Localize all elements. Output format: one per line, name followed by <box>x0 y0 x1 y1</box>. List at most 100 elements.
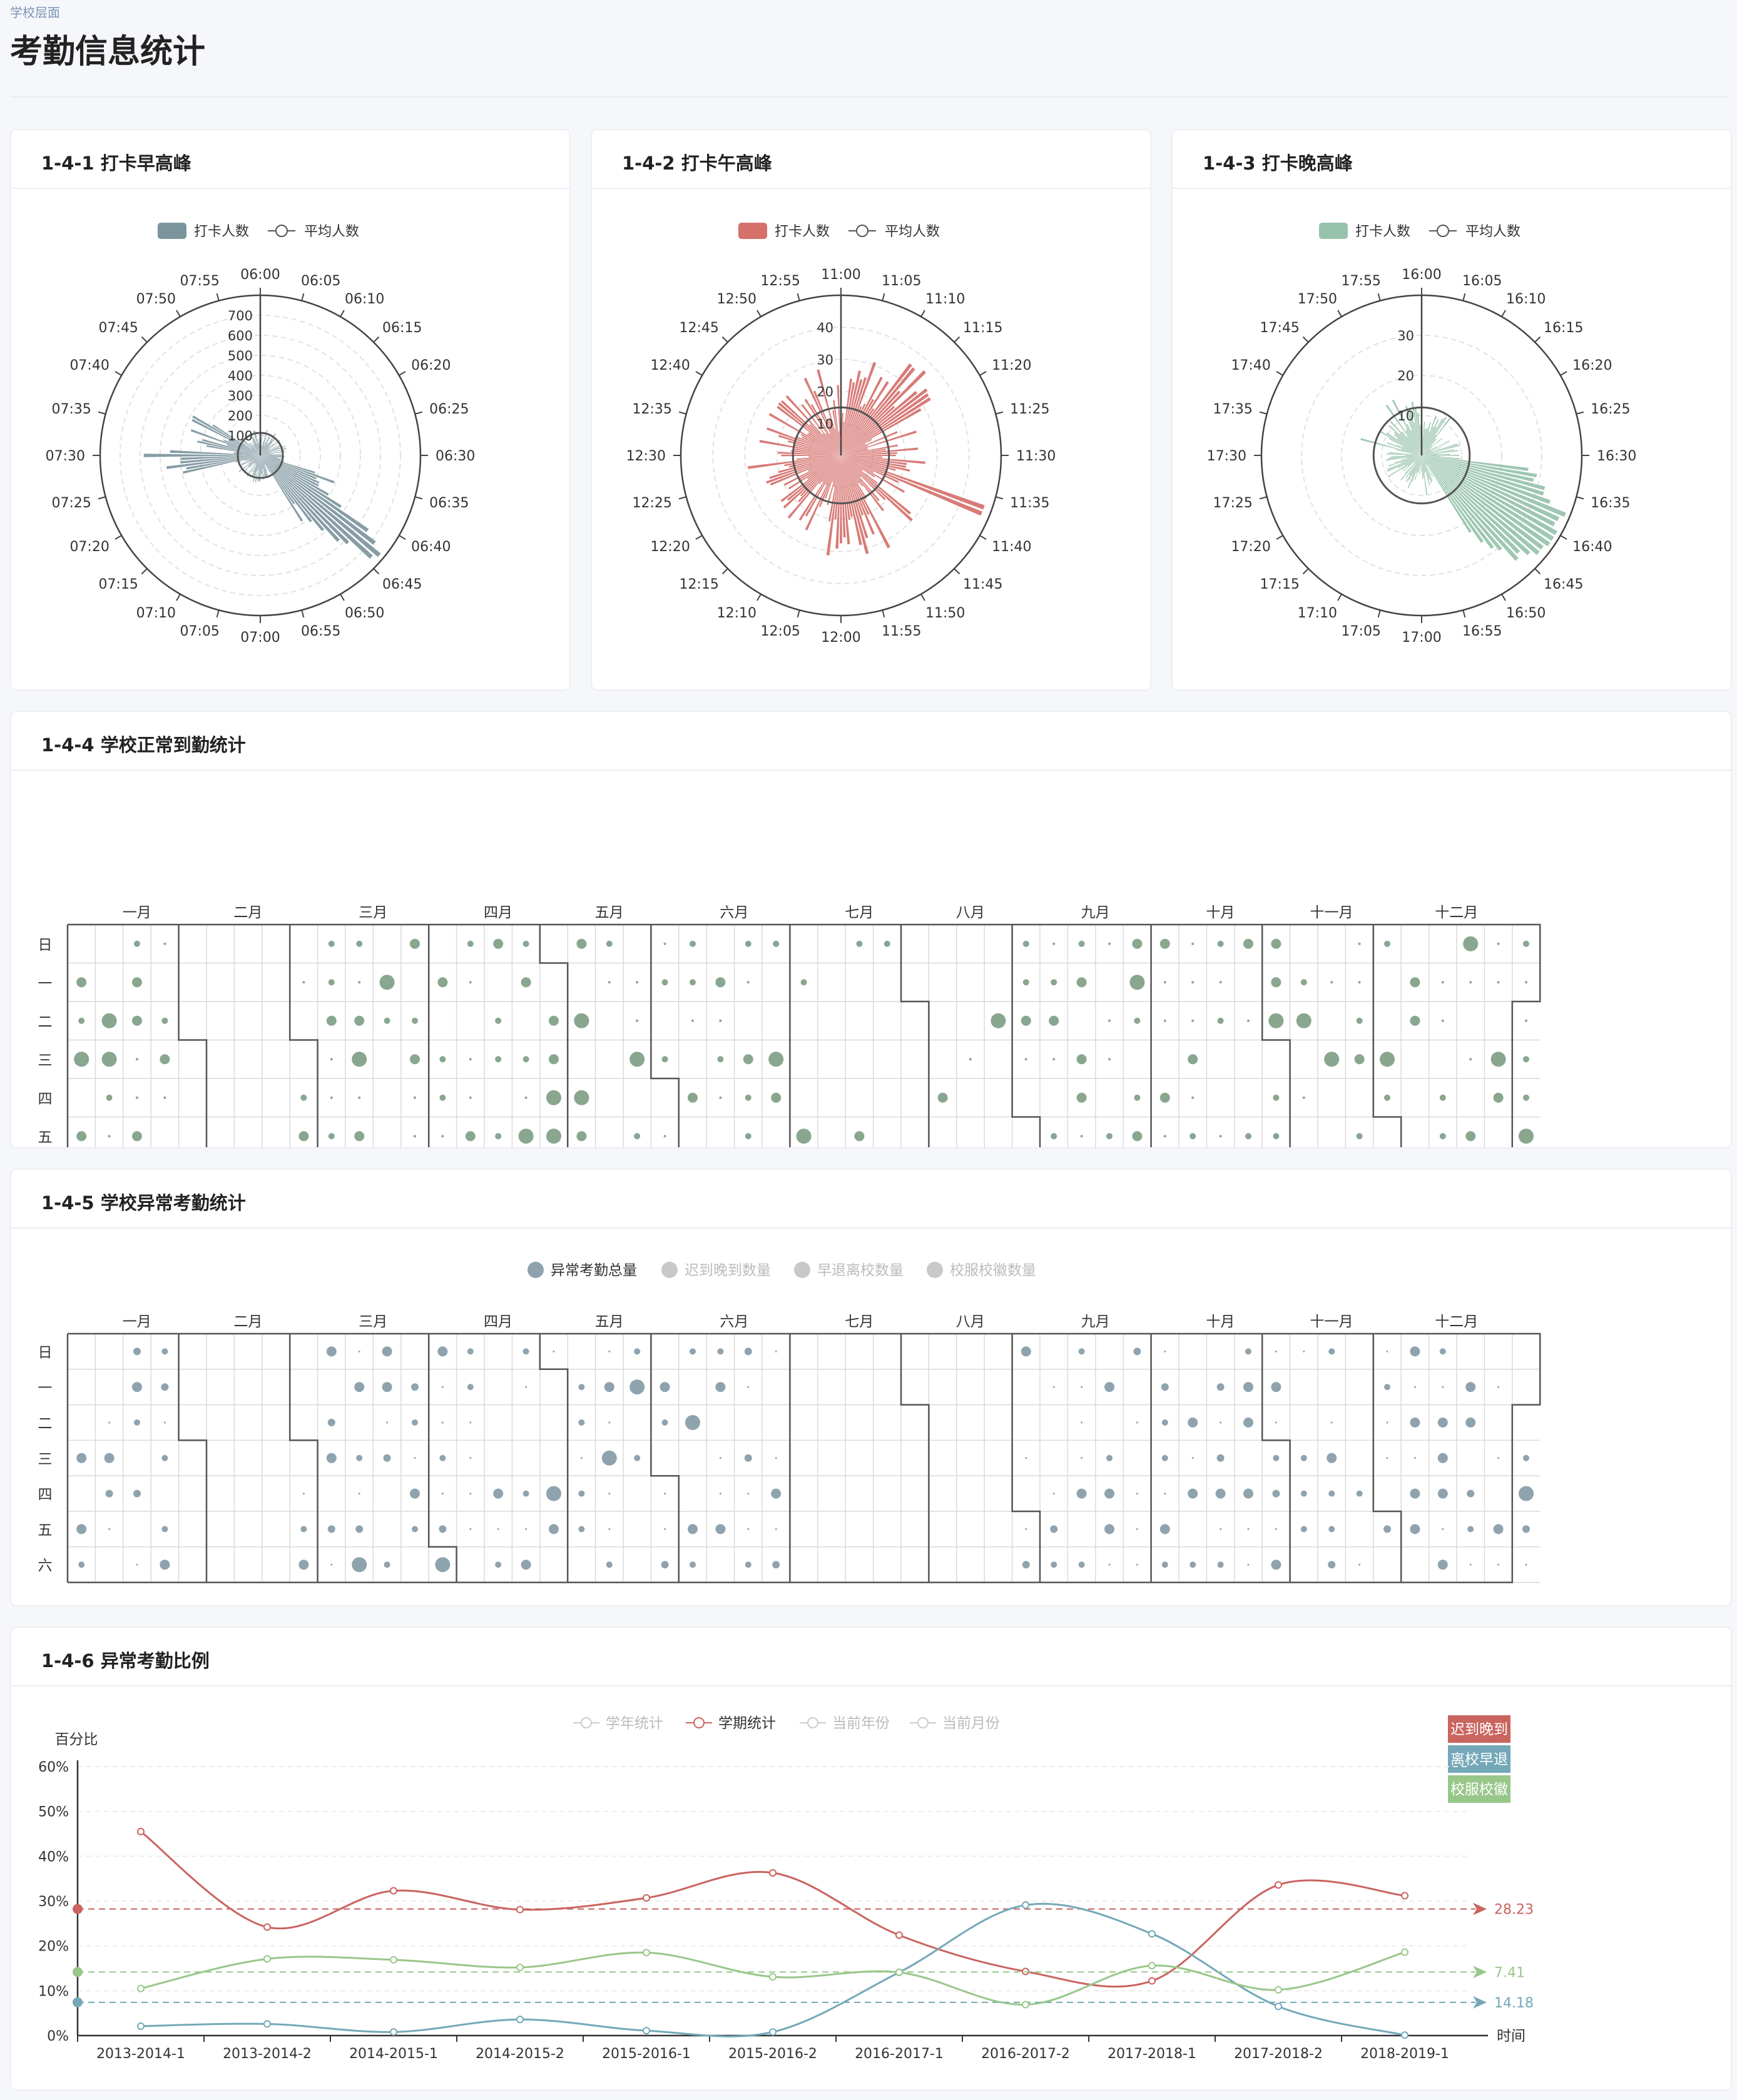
data-point <box>263 1923 271 1931</box>
polar-bar <box>260 455 320 484</box>
calendar-day-dot <box>522 1490 529 1497</box>
polar-bar <box>1415 455 1422 464</box>
calendar-day-dot <box>1106 1133 1113 1140</box>
calendar-day-dot <box>578 1526 585 1533</box>
calendar-day-dot <box>522 940 529 947</box>
angle-tick-label: 16:15 <box>1544 320 1583 336</box>
calendar-day-dot <box>634 1454 641 1461</box>
calendar-day-dot <box>745 1133 751 1140</box>
polar-bar <box>841 445 868 455</box>
calendar-day-dot <box>1136 1493 1138 1495</box>
month-label: 二月 <box>233 1314 262 1330</box>
calendar-day-dot <box>1049 1015 1059 1026</box>
calendar-day-dot <box>771 1488 782 1499</box>
polar-bar <box>841 455 870 515</box>
calendar-day-dot <box>664 1493 666 1495</box>
polar-bar <box>1393 432 1422 455</box>
calendar-day-dot <box>1437 1488 1448 1499</box>
polar-bar <box>817 369 841 455</box>
calendar-day-dot <box>414 1096 416 1099</box>
average-markline-label: 28.23 <box>1494 1902 1534 1918</box>
calendar-day-dot <box>715 1382 726 1392</box>
polar-bar <box>255 455 260 482</box>
calendar-day-dot <box>1078 1348 1085 1355</box>
month-label: 七月 <box>845 1314 874 1330</box>
polar-bar <box>1422 454 1450 455</box>
polar-bar <box>1422 435 1437 455</box>
calendar-day-dot <box>1324 1052 1340 1067</box>
calendar-day-dot <box>775 1350 777 1352</box>
calendar-day-dot <box>104 1453 115 1463</box>
polar-bar <box>260 445 264 455</box>
polar-bar <box>1386 453 1422 455</box>
angle-tick-label: 11:30 <box>1016 449 1056 464</box>
angle-tick-label: 07:50 <box>136 292 176 307</box>
polar-bar <box>255 455 260 464</box>
card-noon-peak: 1-4-2 打卡午高峰 打卡人数 平均人数 10 20 30 40 11:00 11:05 11… <box>591 129 1151 691</box>
month-label: 五月 <box>595 1314 624 1330</box>
polar-bar <box>260 455 267 477</box>
calendar-day-dot <box>1078 1561 1085 1568</box>
polar-bar <box>1422 429 1426 455</box>
calendar-day-dot <box>796 1129 812 1144</box>
angle-tick-label: 06:40 <box>411 539 451 555</box>
polar-bar <box>1422 445 1433 455</box>
polar-chart-evening: 打卡人数 平均人数 10 20 30 16:00 16:05 16:10 16:15 16:20 1… <box>1207 223 1636 646</box>
calendar-day-dot <box>78 1017 85 1024</box>
polar-bar <box>260 455 262 475</box>
legend-swatch-count <box>1319 223 1348 239</box>
polar-bar <box>835 455 841 549</box>
calendar-day-dot <box>1188 1054 1198 1065</box>
calendar-day-dot <box>326 1453 337 1463</box>
angle-tick-label: 17:50 <box>1298 292 1337 307</box>
calendar-day-dot <box>574 1013 589 1028</box>
calendar-day-dot <box>1161 1419 1168 1426</box>
breadcrumb[interactable]: 学校层面 <box>10 5 60 20</box>
legend-marker-average <box>1437 225 1449 237</box>
legend-marker-average <box>856 225 868 237</box>
calendar-day-dot <box>136 1058 138 1061</box>
polar-bar <box>235 455 260 463</box>
calendar-day-dot <box>1497 1457 1500 1459</box>
polar-bar <box>1396 444 1422 455</box>
calendar-day-dot <box>1104 1524 1114 1534</box>
legend-label-average: 平均人数 <box>885 224 940 240</box>
polar-bar <box>832 410 841 455</box>
legend-label: 早退离校数量 <box>817 1262 904 1279</box>
month-label: 十月 <box>1206 1314 1235 1330</box>
polar-bar <box>1388 452 1422 455</box>
calendar-day-dot <box>715 1524 726 1534</box>
polar-bar <box>841 379 863 455</box>
calendar-day-dot <box>1523 1056 1529 1063</box>
radius-tick-label: 10 <box>817 417 833 432</box>
series-badge <box>1448 1775 1510 1803</box>
calendar-day-dot <box>1076 1054 1087 1065</box>
calendar-day-dot <box>744 1347 752 1356</box>
calendar-day-dot <box>688 1524 698 1534</box>
calendar-day-dot <box>1247 1019 1250 1022</box>
polar-bar <box>1422 455 1502 551</box>
polar-bar <box>251 455 260 473</box>
polar-bar <box>813 390 841 455</box>
card-evening-peak: 1-4-3 打卡晚高峰 打卡人数 平均人数 10 20 30 16:00 16:05 16:1… <box>1171 129 1732 691</box>
polar-bar <box>841 452 898 455</box>
polar-bar <box>1409 455 1422 475</box>
polar-bar <box>1422 444 1458 455</box>
polar-bar <box>1422 455 1440 457</box>
data-point <box>1022 1901 1029 1909</box>
calendar-day-dot <box>580 1457 583 1459</box>
data-point <box>263 2020 271 2028</box>
polar-bar <box>841 455 885 512</box>
calendar-day-dot <box>715 977 726 988</box>
month-label: 一月 <box>123 905 151 921</box>
polar-bar <box>841 378 852 455</box>
polar-bar <box>841 447 919 455</box>
polar-bar <box>233 452 260 455</box>
polar-bar <box>242 455 260 464</box>
legend-swatch-count <box>158 223 186 239</box>
polar-bar <box>260 442 273 455</box>
angle-tick-label: 06:25 <box>429 402 469 417</box>
angle-tick <box>115 371 122 376</box>
calendar-day-dot <box>327 1525 335 1533</box>
calendar-day-dot <box>1219 1135 1222 1138</box>
